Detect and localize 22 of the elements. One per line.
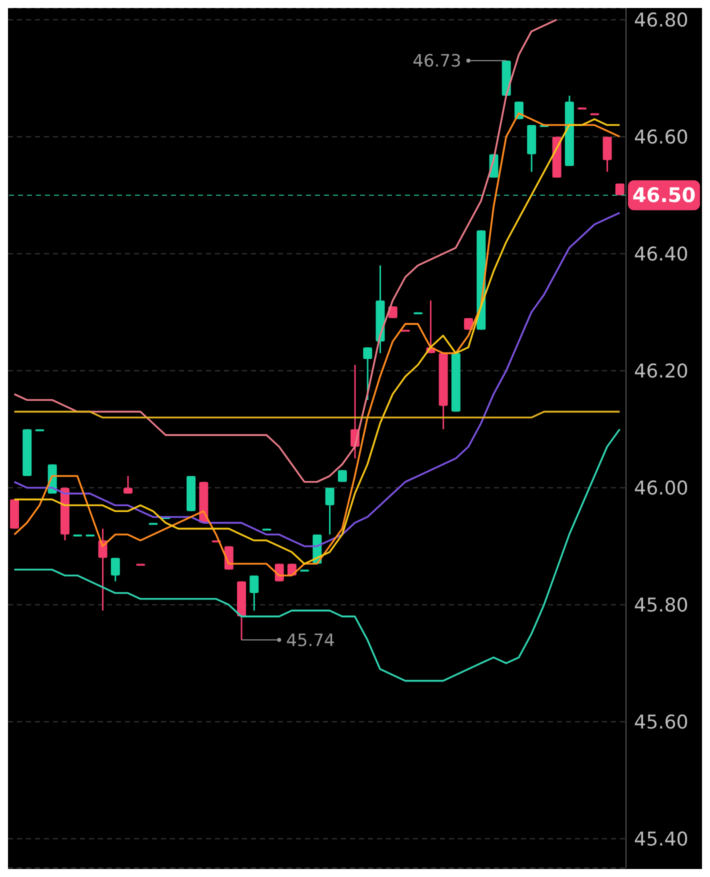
candlestick [110, 557, 120, 582]
y-tick-label: 45.40 [634, 828, 688, 850]
y-tick-label: 45.60 [634, 711, 688, 734]
candlestick [602, 136, 612, 173]
line-series [13, 212, 621, 548]
line-series [13, 18, 558, 483]
y-tick-label: 45.80 [634, 594, 688, 616]
candlestick [338, 469, 347, 483]
y-tick-label: 46.60 [634, 126, 688, 148]
line-series [13, 428, 621, 682]
candlestick [124, 475, 133, 494]
candlestick [250, 574, 259, 612]
ref-line-label: 46.50 [632, 183, 696, 208]
y-tick-label: 46.00 [634, 477, 688, 500]
candlestick [363, 346, 372, 401]
y-tick-label: 46.40 [634, 243, 688, 266]
y-tick-label: 46.20 [634, 360, 688, 382]
y-tick-label: 46.80 [634, 9, 688, 32]
candlestick [464, 317, 474, 331]
annotation: 45.74 [286, 630, 335, 651]
annotation: 46.73 [412, 52, 462, 72]
candlestick [325, 486, 334, 536]
